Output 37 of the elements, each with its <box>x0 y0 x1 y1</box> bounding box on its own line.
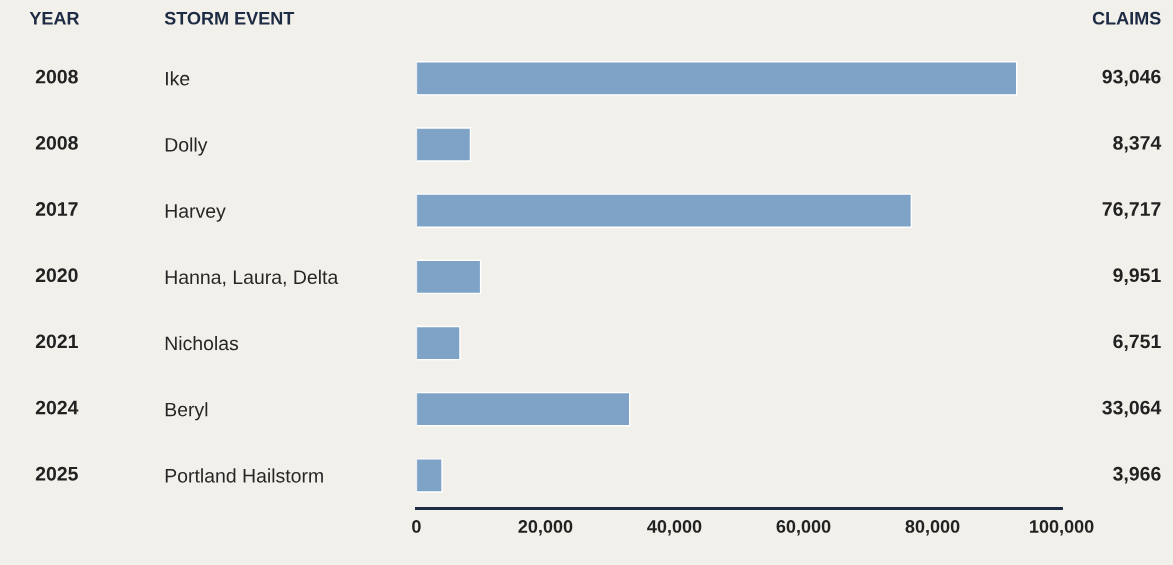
y-axis-title: STORM EVENT <box>164 11 295 25</box>
y-tick-label: Ike <box>166 71 190 86</box>
text: 2008 <box>35 69 78 84</box>
y-tick-label: Nicholas <box>165 335 239 351</box>
y-tick-label: Portland Hailstorm <box>165 468 323 483</box>
x-tick-label: 60,000 <box>776 520 831 536</box>
data-label: 9,951 <box>1113 268 1161 285</box>
y-tick-label: Dolly <box>165 137 208 156</box>
text: CLAIMS <box>1092 11 1161 25</box>
data-label: 33,064 <box>1102 400 1162 418</box>
bar <box>416 458 443 493</box>
text: 2020 <box>35 268 78 283</box>
x-tick-label: 40,000 <box>647 520 702 536</box>
bar <box>416 127 472 162</box>
text: 2021 <box>35 334 78 349</box>
x-tick-label: 80,000 <box>905 520 960 536</box>
text: 2017 <box>35 202 78 216</box>
text: 2024 <box>35 400 79 415</box>
y-tick-label: Beryl <box>165 402 208 421</box>
x-tick-label: 20,000 <box>518 520 573 536</box>
data-label: 76,717 <box>1102 202 1161 219</box>
text: 2025 <box>35 466 78 481</box>
data-label: 93,046 <box>1102 69 1161 87</box>
text: 2008 <box>35 135 78 150</box>
x-tick-label: 0 <box>412 520 421 533</box>
bar <box>416 391 631 427</box>
y-tick-label: Hanna, Laura, Delta <box>165 269 339 287</box>
bar <box>416 259 482 295</box>
bar <box>416 193 913 228</box>
y-tick-label: Harvey <box>165 204 226 222</box>
text: YEAR <box>29 12 80 25</box>
data-label: 6,751 <box>1113 334 1161 352</box>
data-label: 8,374 <box>1113 135 1162 153</box>
data-label: 3,966 <box>1113 466 1161 484</box>
bar <box>416 325 461 361</box>
x-tick-label: 100,000 <box>1030 520 1094 536</box>
bar <box>416 61 1018 96</box>
